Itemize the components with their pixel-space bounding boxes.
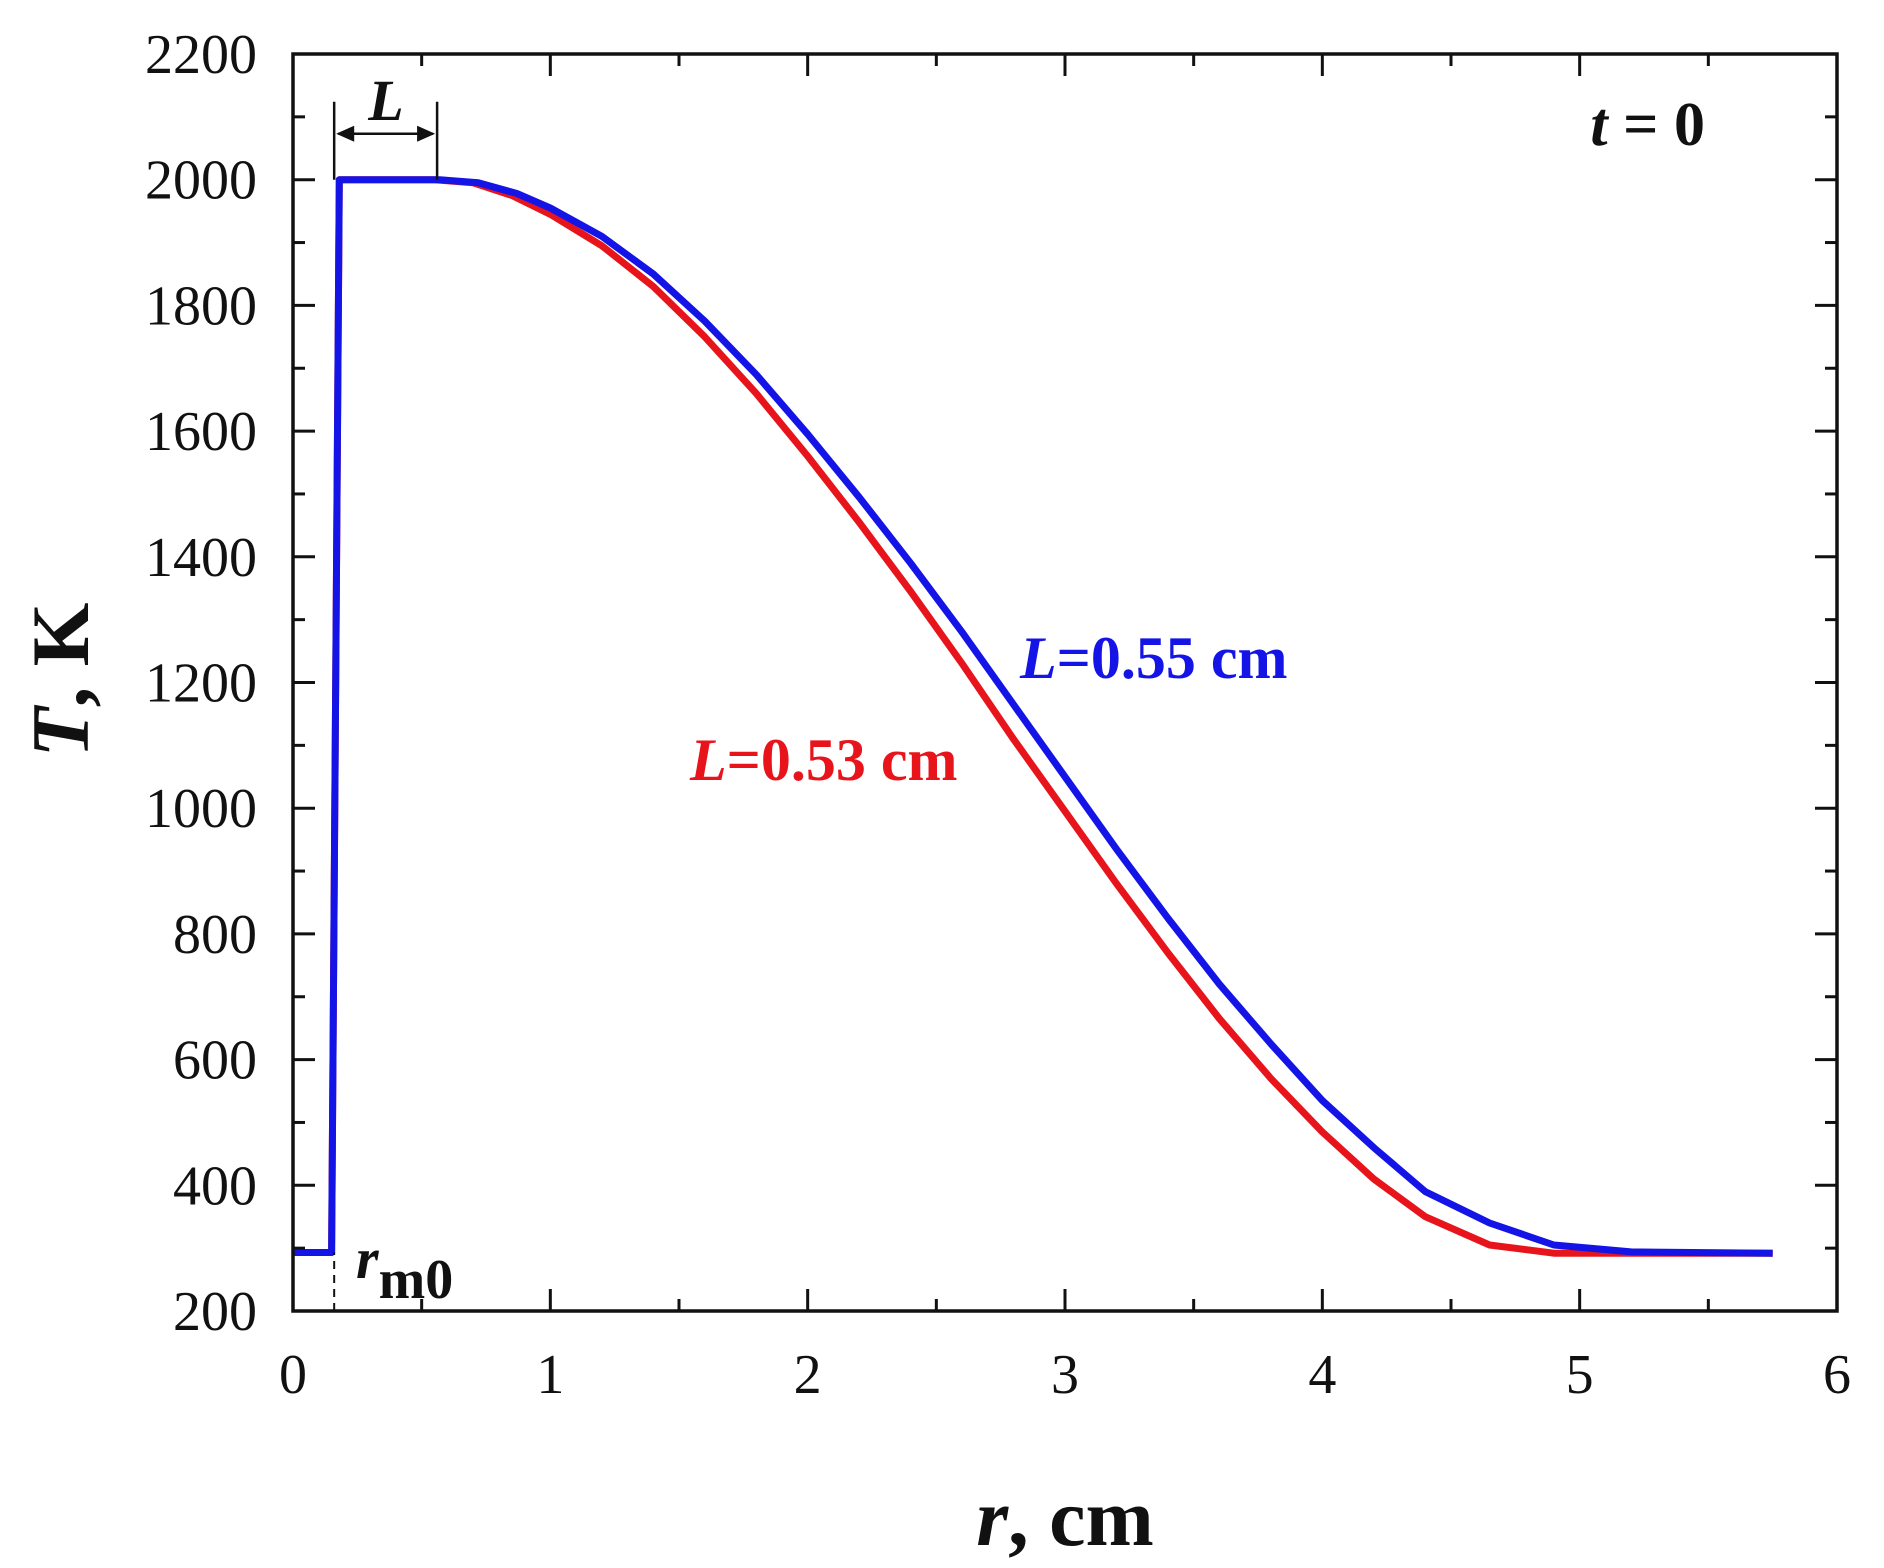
y-tick-label: 1600 [145, 401, 257, 463]
x-tick-label: 3 [1051, 1344, 1079, 1406]
x-axis-title: r, cm [976, 1472, 1154, 1563]
x-tick-label: 5 [1566, 1344, 1594, 1406]
x-tick-label: 1 [536, 1344, 564, 1406]
time-annotation: t = 0 [1590, 91, 1705, 159]
y-tick-label: 2200 [145, 24, 257, 86]
series-line-0 [293, 176, 1773, 1257]
ticks-group: 0 1 2 3 4 5 6 200 400 600 800 1000 1200 1400 1600 1800 2… [145, 24, 1851, 1406]
L-bracket-label: L [367, 68, 403, 133]
y-tick-label: 1000 [145, 778, 257, 840]
series-line-1 [293, 176, 1773, 1257]
y-tick-label: 200 [173, 1281, 257, 1343]
annotations-group [332, 101, 439, 1311]
L-bracket-arrowhead-right [417, 125, 436, 142]
x-tick-label: 0 [279, 1344, 307, 1406]
x-tick-label: 4 [1308, 1344, 1336, 1406]
series-label-blue: L=0.55 cm [1019, 625, 1287, 691]
rm0-label: rm0 [356, 1226, 453, 1311]
x-tick-label: 2 [794, 1344, 822, 1406]
L-bracket-arrowhead-left [336, 125, 355, 142]
y-tick-label: 800 [173, 904, 257, 966]
series-label-red: L=0.53 cm [689, 727, 957, 793]
series-group [293, 176, 1773, 1257]
y-axis-title: T, K [15, 602, 106, 757]
x-tick-label: 6 [1823, 1344, 1851, 1406]
y-tick-label: 1800 [145, 275, 257, 337]
y-tick-label: 1400 [145, 527, 257, 589]
y-tick-label: 600 [173, 1030, 257, 1092]
y-tick-label: 400 [173, 1155, 257, 1217]
y-tick-label: 1200 [145, 653, 257, 715]
y-tick-label: 2000 [145, 150, 257, 212]
